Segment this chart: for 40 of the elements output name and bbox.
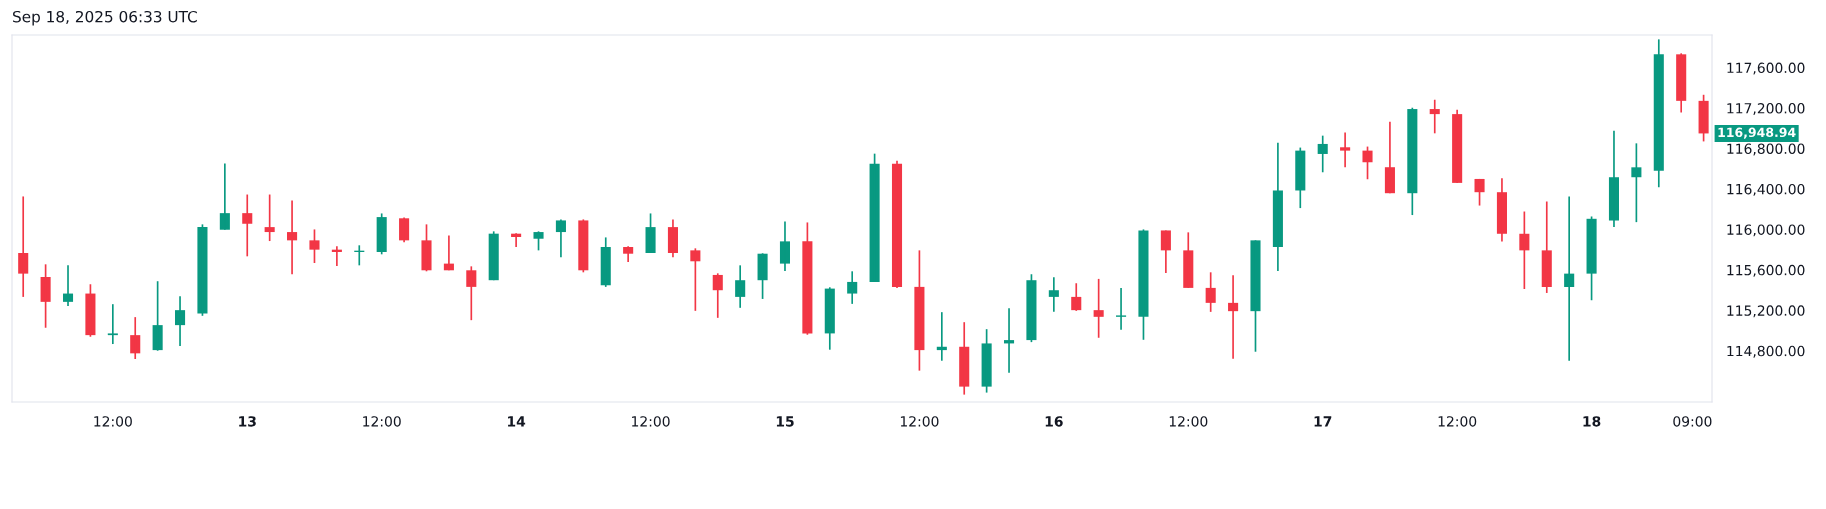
candlestick	[40, 263, 51, 329]
y-tick-label: 116,800.00	[1727, 143, 1805, 156]
x-tick-label: 12:00	[363, 416, 401, 427]
x-tick-label: 12:00	[94, 416, 132, 427]
candlestick	[1250, 239, 1261, 353]
candlestick	[309, 228, 320, 264]
candlestick	[1138, 228, 1149, 341]
y-tick-label: 117,200.00	[1727, 103, 1805, 115]
x-tick-label: 18	[1583, 416, 1601, 427]
x-tick-label: 17	[1314, 416, 1332, 427]
y-tick-label: 117,600.00	[1727, 62, 1805, 75]
x-tick-label: 09:00	[1673, 416, 1712, 427]
candlestick	[1093, 278, 1104, 339]
x-tick-label: 12:00	[1169, 416, 1208, 427]
candlestick	[981, 328, 992, 394]
candlestick	[645, 212, 656, 254]
candlestick	[1362, 145, 1373, 181]
y-tick-label: 114,800.00	[1727, 345, 1805, 358]
x-tick-label: 12:00	[1438, 416, 1477, 427]
y-tick-label: 115,200.00	[1727, 305, 1805, 318]
candlestick	[690, 247, 701, 312]
annotation: 116,948.94	[1718, 127, 1796, 139]
candlestick	[533, 230, 544, 252]
candlestick	[1586, 215, 1597, 302]
y-tick-label: 116,400.00	[1727, 183, 1805, 196]
y-tick-label: 116,000.00	[1727, 224, 1805, 237]
candlestick	[264, 193, 275, 242]
x-tick-label: 15	[776, 416, 794, 427]
candlestick	[1631, 142, 1642, 223]
x-tick-label: 14	[508, 416, 526, 427]
candlestick	[1340, 131, 1351, 169]
candlestick	[107, 303, 118, 345]
y-tick-label: 115,600.00	[1727, 264, 1805, 277]
chart-title: Sep 18, 2025 06:33 UTC	[13, 10, 197, 26]
x-tick-label: 12:00	[900, 416, 939, 427]
candlestick	[421, 223, 432, 273]
x-tick-label: 16	[1045, 416, 1063, 427]
x-tick-label: 13	[239, 416, 256, 427]
x-tick-label: 12:00	[632, 416, 670, 427]
candlestick	[1116, 287, 1127, 331]
